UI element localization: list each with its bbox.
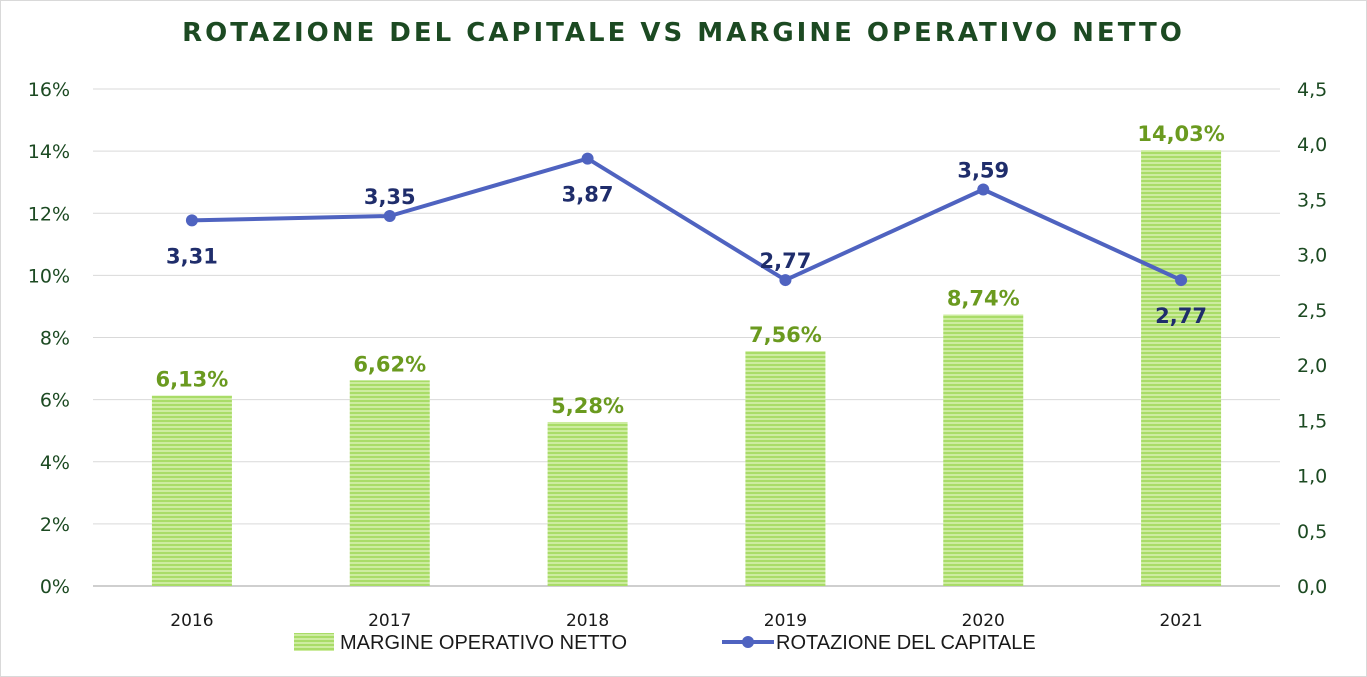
line-rotazione-capitale (191, 156, 1182, 283)
bar-data-label: 6,13% (155, 368, 228, 392)
line-point (977, 183, 990, 196)
line-point (581, 152, 594, 165)
bar-data-label: 6,62% (353, 352, 426, 376)
line-point (185, 214, 198, 227)
x-tick-label: 2016 (170, 611, 213, 631)
y-right-tick-label: 3,0 (1297, 245, 1327, 267)
y-left-tick-label: 10% (28, 265, 70, 287)
bar-data-label: 8,74% (947, 287, 1020, 311)
line-data-label: 2,77 (1155, 304, 1207, 328)
line-point (383, 210, 396, 223)
y-right-tick-label: 4,0 (1297, 134, 1327, 156)
chart-title: ROTAZIONE DEL CAPITALE VS MARGINE OPERAT… (182, 18, 1185, 48)
x-tick-label: 2018 (566, 611, 609, 631)
x-tick-label: 2021 (1159, 611, 1202, 631)
legend-label-line: ROTAZIONE DEL CAPITALE (776, 632, 1036, 654)
line-data-label: 2,77 (760, 249, 812, 273)
y-left-tick-label: 12% (28, 203, 70, 225)
line-data-label: 3,87 (562, 183, 614, 207)
y-right-tick-label: 2,0 (1297, 355, 1327, 377)
bar-margine-operativo (547, 421, 628, 586)
bar-margine-operativo (943, 314, 1024, 586)
bar-data-label: 5,28% (551, 394, 624, 418)
y-right-tick-label: 2,5 (1297, 300, 1327, 322)
y-left-tick-label: 16% (28, 79, 70, 101)
y-right-tick-label: 1,0 (1297, 466, 1327, 488)
y-left-tick-label: 14% (28, 141, 70, 163)
line-point (1175, 274, 1188, 287)
line-data-label: 3,35 (364, 185, 416, 209)
bar-data-label: 7,56% (749, 323, 822, 347)
y-left-tick-label: 2% (40, 514, 70, 536)
y-left-tick-label: 8% (40, 328, 70, 350)
legend-swatch-bar (294, 633, 334, 651)
legend-swatch-marker (742, 636, 754, 648)
bar-data-label: 14,03% (1137, 122, 1224, 146)
y-left-tick-label: 4% (40, 452, 70, 474)
bar-margine-operativo (1141, 150, 1222, 587)
line-data-label: 3,59 (957, 159, 1009, 183)
y-right-tick-label: 1,5 (1297, 410, 1327, 432)
y-left-tick-label: 0% (40, 576, 70, 598)
bar-margine-operativo (349, 380, 430, 586)
y-right-tick-label: 0,0 (1297, 576, 1327, 598)
legend-label-bar: MARGINE OPERATIVO NETTO (340, 632, 627, 654)
y-right-tick-label: 0,5 (1297, 521, 1327, 543)
bar-margine-operativo (151, 395, 232, 586)
y-right-tick-label: 4,5 (1297, 79, 1327, 101)
bar-margine-operativo (745, 351, 826, 586)
line-point (779, 274, 792, 287)
x-tick-label: 2020 (962, 611, 1005, 631)
y-left-tick-label: 6% (40, 390, 70, 412)
x-tick-label: 2017 (368, 611, 411, 631)
y-right-tick-label: 3,5 (1297, 189, 1327, 211)
line-data-label: 3,31 (166, 244, 218, 268)
x-tick-label: 2019 (764, 611, 807, 631)
